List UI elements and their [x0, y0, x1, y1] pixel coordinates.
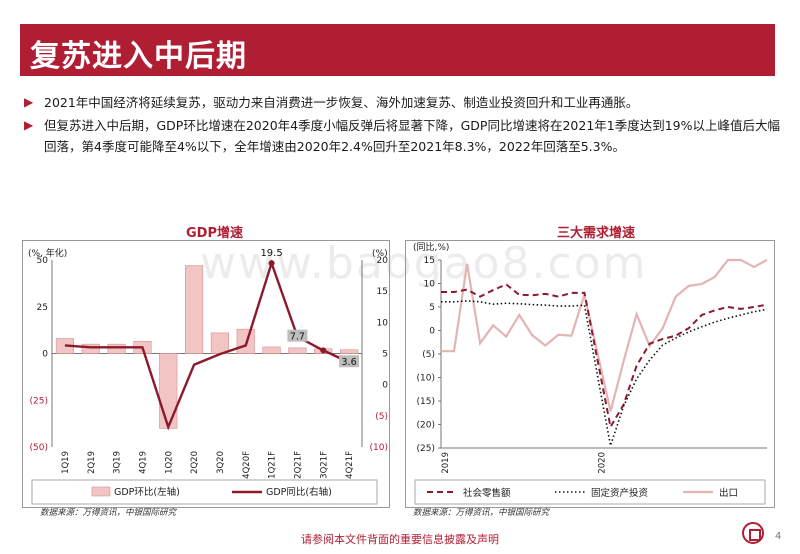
source-note-left: 数据来源：万得资讯，中银国际研究 [40, 508, 177, 518]
disclaimer-footer: 请参阅本文件背面的重要信息披露及声明 [301, 533, 499, 546]
gdp-chart: (%, 年化) (%)50250(25)(50)20151050(5)(10)19… [22, 240, 390, 508]
y-tick-label: (20) [417, 421, 435, 431]
data-label: 7.7 [290, 332, 305, 343]
bullet-item: ▶ 但复苏进入中后期，GDP环比增速在2020年4季度小幅反弹后将显著下降，GD… [22, 115, 782, 157]
bullet-text: 但复苏进入中后期，GDP环比增速在2020年4季度小幅反弹后将显著下降，GDP同… [44, 118, 781, 154]
legend-label: 出口 [719, 487, 738, 499]
bullet-text: 2021年中国经济将延续复苏，驱动力来自消费进一步恢复、海外加速复苏、制造业投资… [44, 95, 639, 110]
y-tick-label: 15 [424, 256, 435, 266]
line-fixed-asset-investment [441, 300, 768, 446]
chart-title-gdp: GDP增速 [186, 226, 243, 241]
bar-gdp-qoq [210, 332, 229, 354]
x-tick-label: 1Q20 [164, 451, 174, 474]
point-gdp-yoy [320, 347, 327, 354]
legend-label: GDP环比(左轴) [114, 486, 180, 498]
bar-gdp-qoq [107, 343, 126, 354]
point-gdp-yoy [268, 260, 275, 267]
x-tick-label: 3Q21F [319, 451, 329, 479]
right-tick-label: 20 [377, 256, 389, 266]
legend-label: 社会零售额 [463, 487, 511, 499]
left-axis-label: (%, 年化) [28, 247, 67, 259]
x-tick-label: 4Q19 [138, 451, 148, 474]
chart-title-demand: 三大需求增速 [557, 226, 636, 241]
left-tick-label: 50 [37, 256, 49, 266]
demand-chart: (同比,%) 15 10 5 0 (5) (10) (15) (20) (25) 2019 2020 社… [405, 240, 775, 508]
y-tick-label: 10 [424, 280, 436, 290]
bar-gdp-qoq [262, 346, 281, 354]
right-axis-label: (%) [372, 249, 388, 259]
data-label-bg [287, 329, 308, 342]
x-tick-label: 3Q20 [216, 451, 226, 474]
bullet-arrow-icon: ▶ [24, 118, 34, 132]
bar-gdp-qoq [236, 328, 255, 354]
bar-gdp-qoq [339, 349, 359, 354]
bullet-arrow-icon: ▶ [24, 95, 34, 109]
x-tick-label: 2Q19 [87, 451, 97, 474]
chart-frame [405, 240, 775, 508]
chart-frame [22, 240, 390, 508]
x-tick-label: 2020 [597, 452, 607, 474]
source-note-right: 数据来源：万得资讯，中银国际研究 [413, 508, 550, 518]
y-tick-label: (10) [417, 374, 435, 384]
legend-swatch-bar [91, 486, 111, 497]
x-tick-label: 1Q21F [268, 451, 278, 479]
left-tick-label: (50) [30, 443, 48, 453]
right-tick-label: 5 [382, 350, 388, 360]
bar-gdp-qoq [288, 347, 307, 354]
y-tick-label: 5 [429, 303, 435, 313]
legend-box [31, 479, 378, 505]
x-tick-label: 4Q21F [345, 451, 355, 479]
left-tick-label: 25 [37, 303, 48, 313]
right-tick-label: (10) [370, 443, 388, 453]
x-tick-label: 1Q19 [61, 451, 71, 474]
bar-gdp-qoq [185, 265, 204, 354]
x-tick-label: 3Q19 [113, 451, 123, 474]
bullet-item: ▶ 2021年中国经济将延续复苏，驱动力来自消费进一步恢复、海外加速复苏、制造业… [22, 92, 782, 113]
data-label-bg [339, 355, 360, 368]
legend-label: GDP同比(右轴) [266, 486, 332, 498]
right-tick-label: 0 [382, 381, 388, 391]
bank-logo-icon [742, 522, 764, 544]
line-exports [441, 258, 768, 412]
x-tick-label: 2019 [441, 452, 451, 474]
x-tick-label: 4Q20F [242, 451, 252, 479]
bullet-list: ▶ 2021年中国经济将延续复苏，驱动力来自消费进一步恢复、海外加速复苏、制造业… [22, 92, 782, 157]
right-tick-label: 10 [377, 318, 389, 328]
y-tick-label: (5) [422, 350, 435, 360]
bar-gdp-qoq [81, 343, 100, 354]
data-label: 19.5 [260, 248, 282, 259]
x-tick-label: 2Q21F [293, 451, 303, 479]
y-axis-label: (同比,%) [413, 241, 449, 253]
title-bar: 复苏进入中后期 [20, 24, 775, 76]
data-label: 3.6 [342, 357, 357, 368]
right-tick-label: 15 [377, 287, 388, 297]
left-tick-label: (25) [30, 396, 48, 406]
y-tick-label: (25) [417, 444, 435, 454]
right-tick-label: (5) [375, 412, 388, 422]
bar-gdp-qoq [159, 353, 178, 429]
legend-label: 固定资产投资 [591, 487, 649, 499]
x-tick-label: 2Q20 [190, 451, 200, 474]
page-number: 4 [775, 531, 782, 542]
left-tick-label: 0 [42, 350, 48, 360]
page-title: 复苏进入中后期 [30, 39, 247, 74]
line-retail-sales [441, 283, 768, 430]
y-tick-label: (15) [417, 397, 435, 407]
y-tick-label: 0 [429, 327, 435, 337]
